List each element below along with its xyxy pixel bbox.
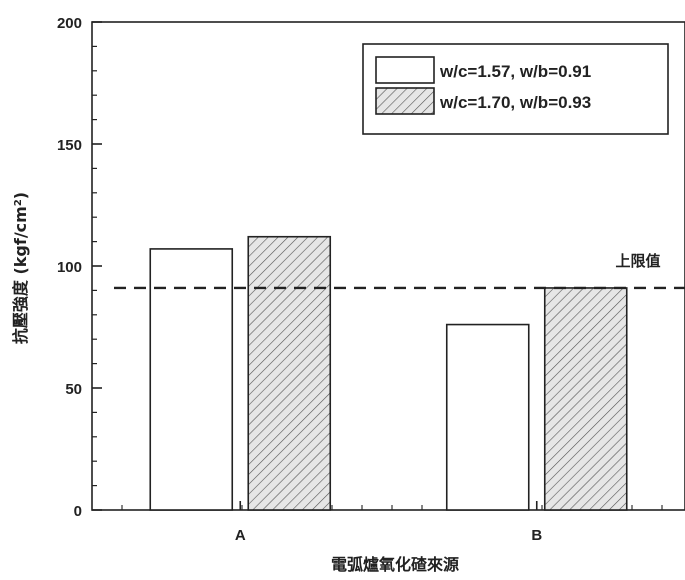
y-axis: 0 50 100 150 200 <box>57 15 102 520</box>
bar-A-series-2 <box>247 235 332 511</box>
y-axis-title: 抗壓強度 (kgf/cm2) <box>11 192 30 344</box>
y-tick-label: 0 <box>74 503 82 520</box>
legend-swatch-series-2 <box>375 87 435 115</box>
y-tick-label: 100 <box>57 259 82 276</box>
bar-B-series-2 <box>543 287 628 511</box>
legend: w/c=1.57, w/b=0.91 w/c=1.70, w/b=0.93 <box>362 43 669 135</box>
y-tick-label: 150 <box>57 137 82 154</box>
x-tick-label: B <box>531 527 542 544</box>
bar-B-series-1 <box>445 323 530 511</box>
bar-A-series-1 <box>149 248 234 511</box>
y-tick-label: 200 <box>57 15 82 32</box>
legend-swatch-series-1 <box>375 56 435 84</box>
bars <box>149 235 628 511</box>
x-axis-title: 電弧爐氧化碴來源 <box>331 555 459 574</box>
x-tick-label: A <box>235 527 246 544</box>
legend-label-series-1: w/c=1.57, w/b=0.91 <box>439 62 591 81</box>
y-tick-label: 50 <box>65 381 82 398</box>
reference-line-label: 上限值 <box>615 252 660 270</box>
reference-line-group: 上限值 <box>114 252 685 290</box>
legend-label-series-2: w/c=1.70, w/b=0.93 <box>439 93 591 112</box>
